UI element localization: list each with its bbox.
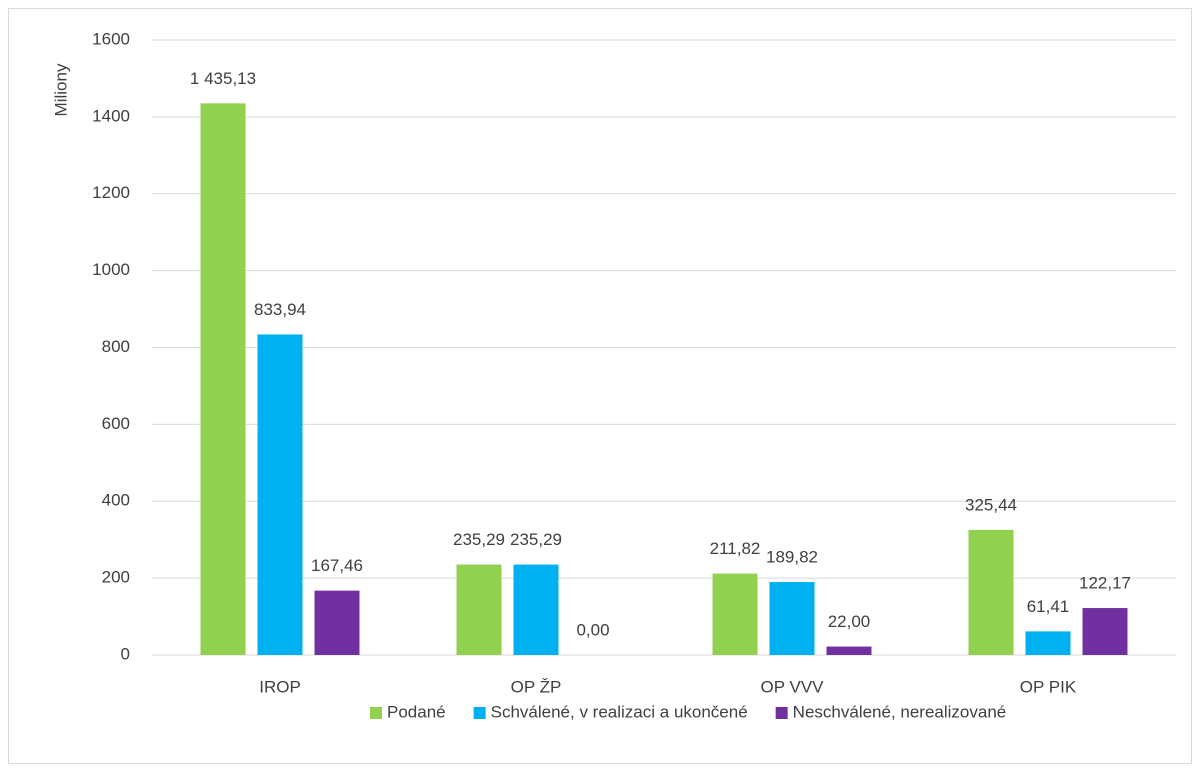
chart-frame	[8, 8, 1192, 764]
bar	[257, 334, 303, 655]
data-label: 833,94	[254, 300, 306, 319]
y-tick-label: 800	[102, 337, 130, 356]
bar	[712, 573, 758, 655]
data-label: 122,17	[1079, 574, 1131, 593]
legend-label: Schválené, v realizaci a ukončené	[491, 702, 748, 721]
x-tick-label: IROP	[259, 677, 301, 696]
y-tick-label: 400	[102, 491, 130, 510]
y-tick-label: 0	[121, 644, 130, 663]
bar	[1082, 608, 1128, 655]
data-label: 61,41	[1027, 597, 1070, 616]
bar	[1025, 631, 1071, 655]
legend-swatch	[370, 707, 382, 719]
data-label: 189,82	[766, 548, 818, 567]
bar	[769, 582, 815, 655]
bar	[826, 646, 872, 655]
data-label: 235,29	[453, 530, 505, 549]
legend-label: Neschválené, nerealizované	[793, 702, 1007, 721]
data-label: 235,29	[510, 530, 562, 549]
legend-swatch	[473, 707, 486, 719]
y-tick-label: 600	[102, 414, 130, 433]
data-label: 0,00	[576, 620, 609, 639]
x-tick-label: OP VVV	[761, 677, 825, 696]
data-label: 22,00	[828, 612, 871, 631]
y-tick-label: 200	[102, 568, 130, 587]
y-tick-label: 1600	[92, 29, 130, 48]
bar	[314, 590, 360, 655]
legend-swatch	[775, 707, 788, 719]
y-tick-label: 1200	[92, 183, 130, 202]
data-label: 211,82	[710, 539, 761, 558]
data-label: 167,46	[311, 556, 363, 575]
legend-label: Podané	[387, 702, 446, 721]
x-tick-label: OP PIK	[1020, 677, 1077, 696]
bar	[968, 529, 1014, 655]
x-tick-label: OP ŽP	[511, 677, 562, 696]
y-tick-label: 1400	[92, 106, 130, 125]
y-axis-label: Miliony	[51, 63, 70, 116]
data-label: 1 435,13	[190, 69, 256, 88]
y-tick-label: 1000	[92, 260, 130, 279]
data-label: 325,44	[965, 495, 1017, 514]
bar	[513, 564, 559, 655]
bar	[200, 103, 246, 656]
bar	[456, 564, 502, 655]
